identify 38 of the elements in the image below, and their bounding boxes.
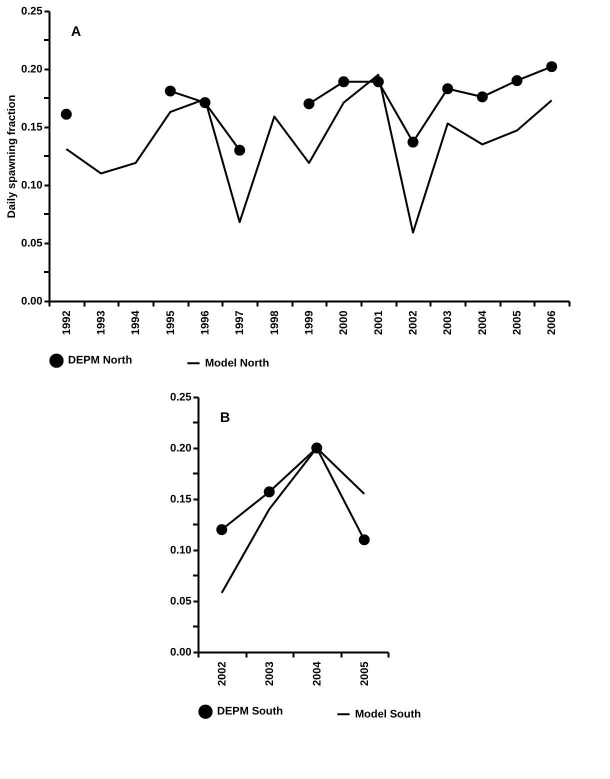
- x-tick-label: 2004: [476, 310, 489, 335]
- y-tick-label: 0.25: [21, 6, 42, 18]
- y-tick-label: 0.05: [170, 596, 192, 608]
- x-tick-label: 1995: [164, 310, 177, 335]
- x-tick-label: 1992: [60, 310, 73, 335]
- legend-label: Model South: [355, 708, 422, 720]
- annotation: A: [71, 23, 82, 39]
- annotation: B: [220, 409, 230, 425]
- x-tick-label: 2003: [264, 662, 276, 686]
- y-tick-label: 0.05: [21, 238, 42, 250]
- x-tick-label: 2001: [372, 310, 385, 335]
- legend-label: DEPM South: [217, 706, 284, 718]
- x-tick-label: 2004: [311, 660, 324, 686]
- x-tick-label: 1993: [96, 310, 108, 335]
- y-axis-title: Daily spawning fraction: [6, 94, 18, 218]
- x-tick-label: 2002: [216, 662, 228, 686]
- y-tick-label: 0.00: [21, 296, 42, 308]
- y-tick-label: 0.10: [21, 180, 42, 192]
- x-tick-label: 2003: [442, 310, 454, 335]
- y-tick-label: 0.10: [170, 544, 192, 556]
- x-tick-label: 1994: [130, 310, 142, 335]
- x-tick-label: 1998: [268, 310, 281, 335]
- y-tick-label: 0.20: [170, 442, 192, 454]
- y-tick-label: 0.00: [170, 646, 192, 658]
- x-tick-label: 1997: [234, 310, 246, 335]
- legend-label: DEPM North: [68, 354, 132, 367]
- x-tick-label: 1999: [304, 310, 316, 335]
- y-tick-label: 0.15: [21, 122, 42, 134]
- legend-label: Model North: [205, 357, 270, 370]
- y-tick-label: 0.15: [170, 494, 192, 506]
- x-tick-label: 2000: [338, 310, 350, 335]
- y-tick-label: 0.20: [21, 64, 42, 76]
- x-tick-label: 2002: [408, 310, 420, 335]
- x-tick-label: 2006: [546, 310, 558, 335]
- x-tick-label: 2005: [512, 310, 524, 335]
- y-tick-label: 0.25: [170, 392, 192, 404]
- x-tick-label: 1996: [200, 310, 212, 335]
- x-tick-label: 2005: [358, 662, 371, 686]
